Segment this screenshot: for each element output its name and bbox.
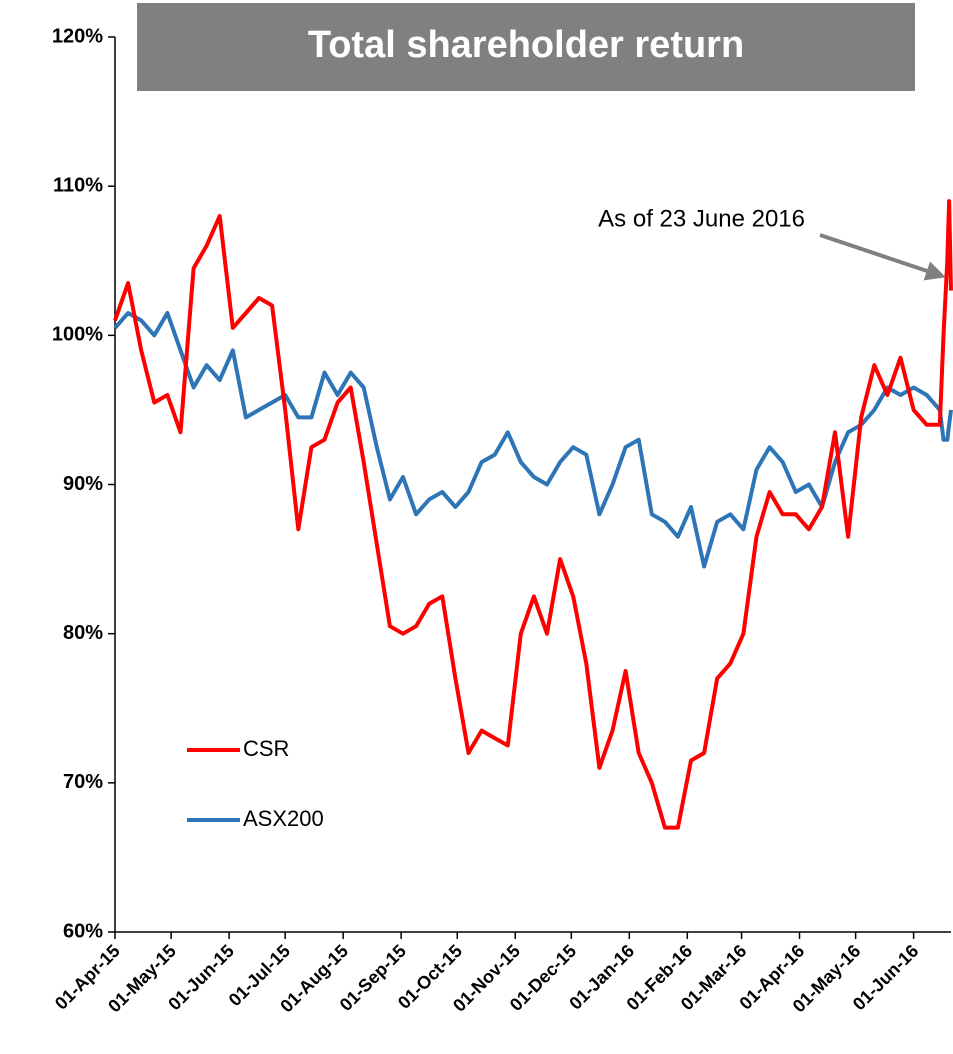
legend-label: CSR [243,736,289,761]
legend-label: ASX200 [243,806,324,831]
y-tick-label: 110% [53,174,103,196]
line [113,199,953,830]
y-tick-label: 80% [63,622,103,644]
line [113,311,953,569]
y-tick-label: 120% [52,25,103,47]
title-box [137,3,915,91]
y-tick-label: 100% [52,324,103,346]
annotation-arrow [819,233,946,281]
annotation: As of 23 June 2016 [598,205,805,232]
y-tick-label: 70% [63,771,103,793]
y-tick-label: 60% [63,920,103,942]
y-tick-label: 90% [63,473,103,495]
chart-title: Total shareholder return [308,24,744,66]
